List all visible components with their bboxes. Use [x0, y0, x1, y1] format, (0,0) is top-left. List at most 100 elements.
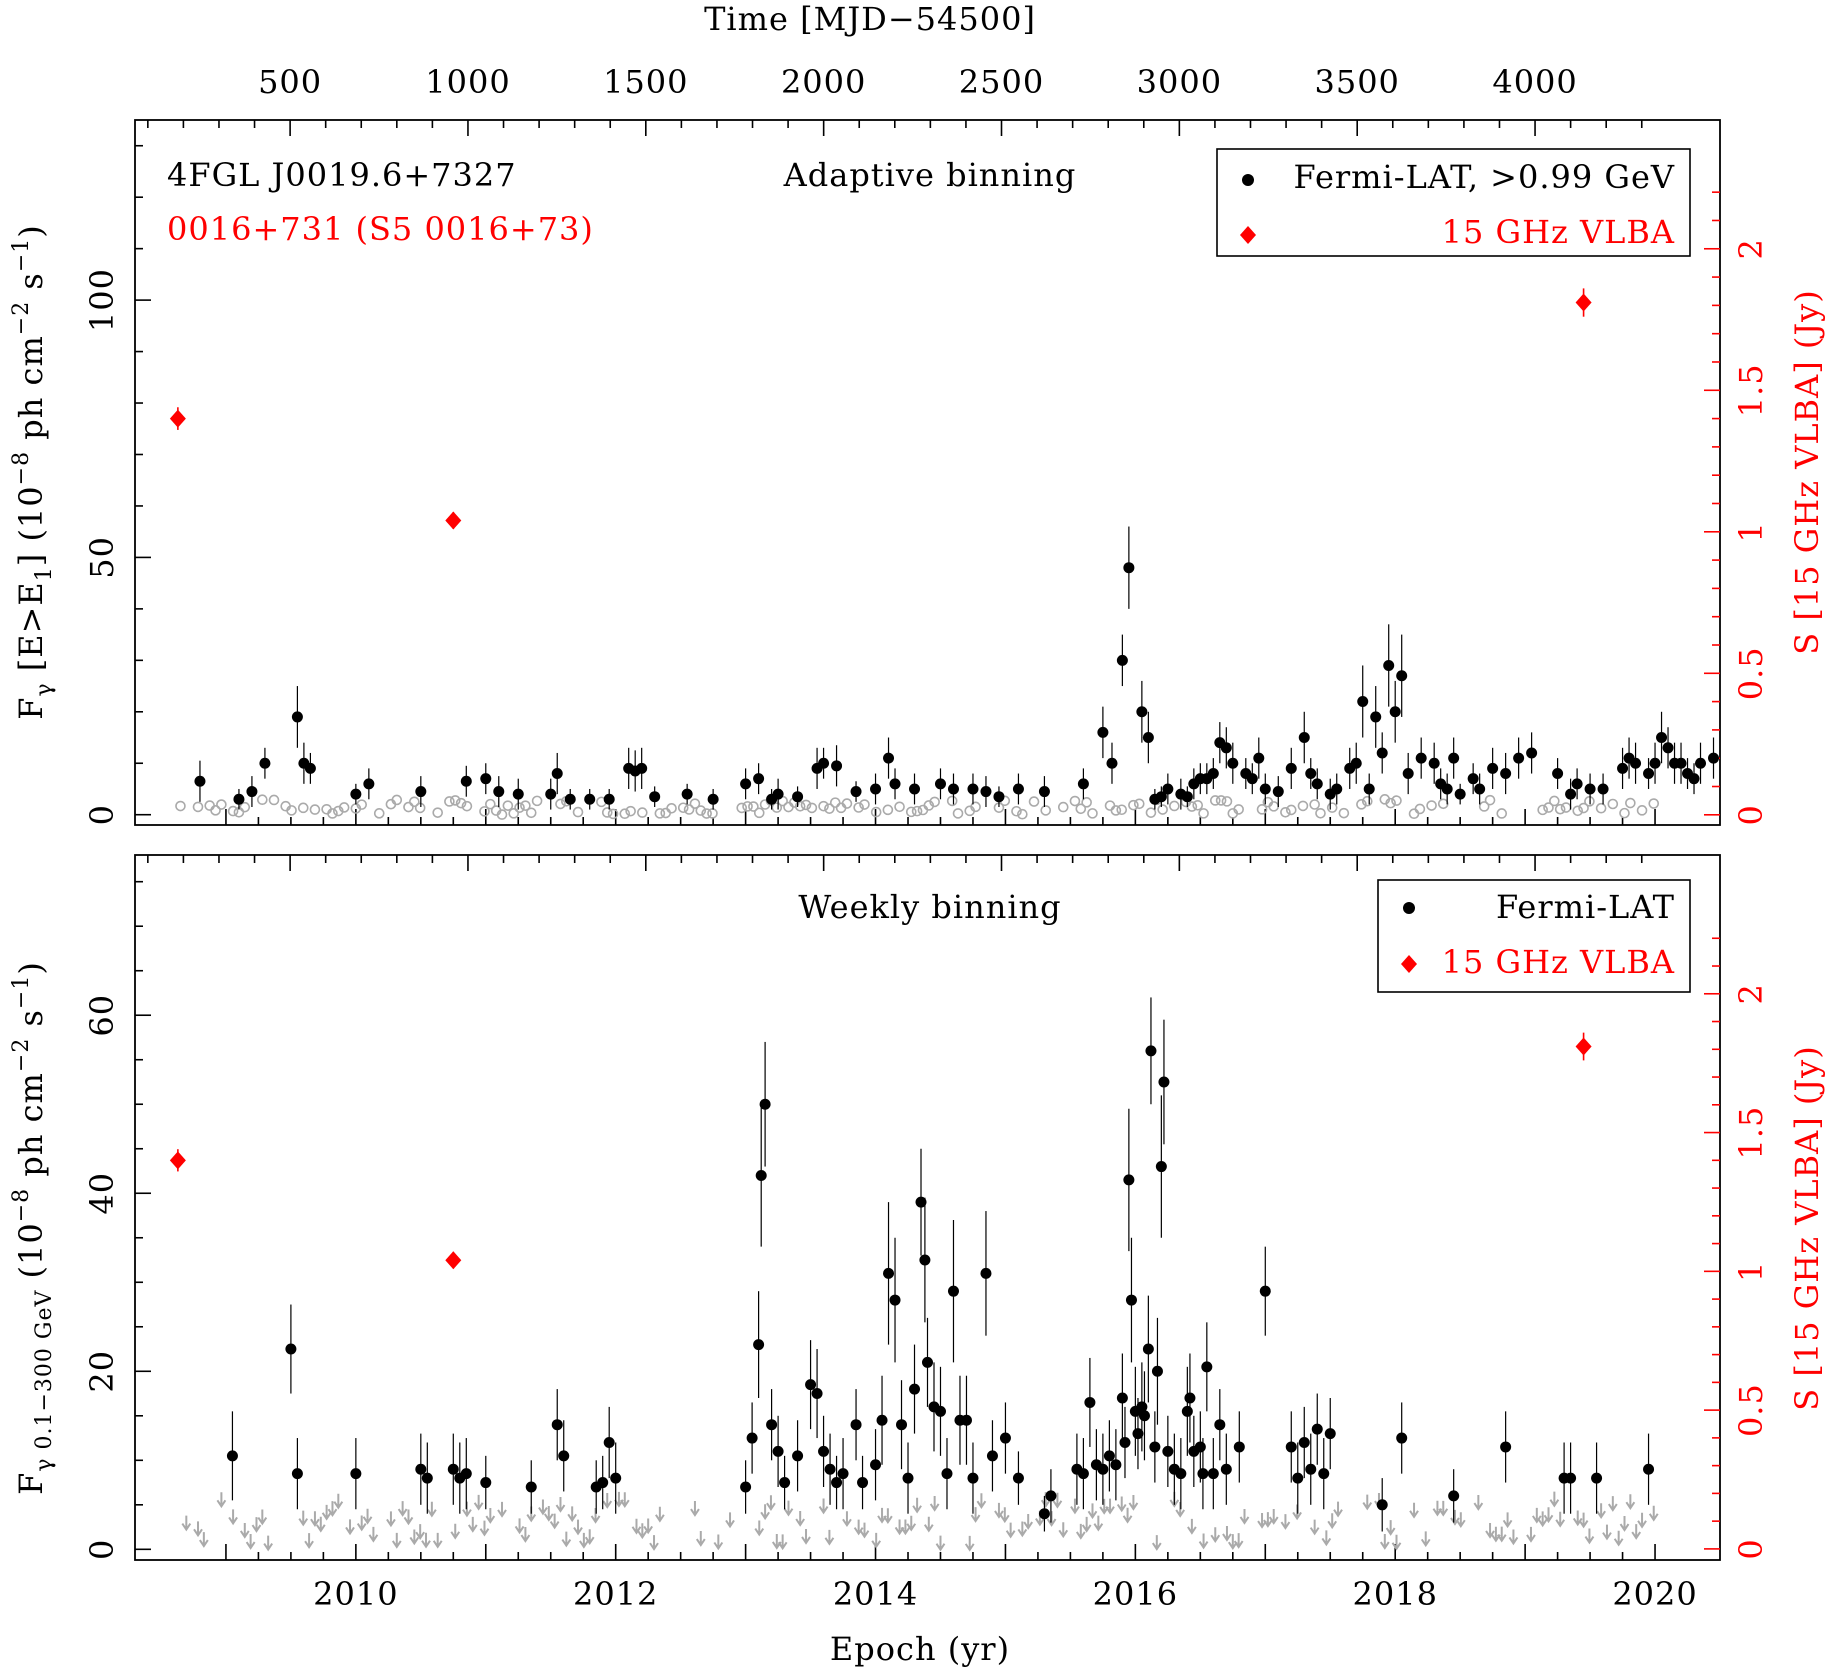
upper-limit-arrow [777, 1534, 788, 1551]
fermi-point [1695, 757, 1707, 769]
upper-limit-arrow [1081, 1516, 1092, 1533]
fermi-point [1298, 732, 1310, 744]
upper-limit-arrow [1362, 1494, 1373, 1511]
fermi-point [1454, 788, 1466, 800]
upper-limit-marker [707, 808, 718, 819]
fermi-point [919, 1254, 931, 1266]
upper-limit-arrow [695, 1531, 706, 1547]
upper-limit-marker [1110, 805, 1122, 816]
y-tick-label: 0 [83, 1539, 121, 1560]
fermi-point [1201, 1361, 1213, 1373]
fermi-point [1207, 1468, 1219, 1480]
upper-limit-arrow [1222, 1525, 1232, 1542]
fermi-point [1119, 1437, 1131, 1448]
fermi-point [1084, 1396, 1096, 1408]
upper-limit-marker [1285, 804, 1297, 816]
upper-limit-arrow [555, 1497, 566, 1513]
fermi-point [1565, 788, 1577, 800]
upper-limit-marker [666, 803, 677, 814]
upper-limit-marker [1157, 804, 1168, 815]
upper-limit-arrow [976, 1493, 987, 1509]
upper-limit-arrow [1420, 1531, 1431, 1548]
upper-limit-arrow [818, 1498, 829, 1515]
upper-limit-arrow [1099, 1498, 1110, 1515]
fermi-point [1012, 783, 1024, 795]
fermi-point [947, 783, 959, 795]
upper-limit-arrow [257, 1509, 268, 1526]
fermi-point [1220, 742, 1232, 754]
fermi-point [1123, 1174, 1135, 1186]
source-name: 4FGL J0019.6+7327 [167, 156, 517, 194]
x-tick-label: 2018 [1352, 1575, 1437, 1613]
legend-vlba-marker [1401, 955, 1417, 973]
fermi-point [753, 773, 765, 785]
upper-limit-arrow [391, 1532, 402, 1549]
upper-limit-marker [1326, 802, 1338, 813]
legend-vlba-label: 15 GHz VLBA [1442, 943, 1675, 981]
upper-limit-marker [1297, 800, 1309, 812]
upper-limit-arrow [1087, 1503, 1098, 1520]
bottom-panel-vlba-points [169, 1032, 1592, 1270]
fermi-point [564, 793, 576, 805]
upper-limit-arrow [356, 1515, 367, 1532]
fermi-point [1526, 747, 1538, 759]
upper-limit-marker [403, 801, 414, 813]
fermi-point [246, 786, 258, 798]
fermi-point [1155, 791, 1167, 803]
upper-limit-arrow [345, 1519, 355, 1536]
fermi-point [1643, 768, 1655, 780]
upper-limit-arrow [386, 1511, 396, 1528]
upper-limit-marker [1484, 794, 1496, 806]
upper-limit-marker [391, 794, 403, 806]
upper-limit-arrow [964, 1535, 975, 1552]
upper-limit-arrow [520, 1527, 531, 1543]
fermi-point [805, 1379, 817, 1391]
x-tick-label: 2020 [1612, 1575, 1697, 1613]
fermi-point [1474, 783, 1486, 795]
vlba-point [169, 409, 186, 428]
fermi-point [870, 1459, 882, 1471]
upper-limit-arrow [801, 1528, 811, 1545]
fermi-point [1318, 1468, 1330, 1480]
upper-limit-marker [1554, 803, 1566, 815]
fermi-point [850, 786, 862, 798]
top-legend: Fermi-LAT, >0.99 GeV 15 GHz VLBA [1216, 148, 1691, 257]
upper-limit-marker [1040, 805, 1052, 816]
upper-limit-marker [683, 804, 695, 815]
fermi-point [1142, 732, 1154, 744]
upper-limit-arrow [298, 1510, 309, 1527]
upper-limit-marker [1221, 796, 1233, 807]
fermi-point [421, 1472, 433, 1484]
fermi-point [415, 1463, 427, 1475]
upper-limit-marker [818, 800, 829, 812]
upper-limit-arrow [1198, 1533, 1209, 1550]
upper-limit-marker [619, 808, 631, 820]
upper-limit-arrow [590, 1507, 601, 1524]
top-right-y-axis-label: S [15 GHz VLBA] (Jy) [1788, 289, 1826, 654]
fermi-point [889, 778, 901, 790]
fermi-point [915, 1196, 927, 1208]
upper-limit-arrow [912, 1497, 922, 1514]
top-x-tick-label: 2500 [959, 63, 1044, 101]
fermi-point [493, 786, 505, 798]
fermi-point [1370, 711, 1382, 723]
top-panel-vlba-points [169, 288, 1592, 530]
fermi-point [226, 1450, 238, 1462]
fermi-point [837, 1468, 849, 1480]
upper-limit-arrow [467, 1516, 478, 1533]
fermi-point [1214, 1419, 1226, 1431]
upper-limit-marker [1625, 797, 1636, 809]
top-x-tick-label: 3500 [1314, 63, 1399, 101]
right-y-tick-label: 2 [1732, 983, 1770, 1004]
upper-limit-marker [502, 800, 514, 811]
upper-limit-arrow [602, 1493, 613, 1509]
upper-limit-arrow [1391, 1534, 1402, 1551]
upper-limit-arrow [771, 1533, 782, 1550]
upper-limit-arrow [1151, 1535, 1162, 1551]
bottom-panel: 0 20 40 60 0 0.5 1 1.5 2 Weekly binning Fermi-LA… [9, 854, 1826, 1561]
upper-limit-marker [660, 807, 672, 819]
upper-limit-arrow [462, 1501, 472, 1518]
fermi-point [755, 1169, 767, 1181]
fermi-point [753, 1339, 765, 1351]
fermi-point [1428, 757, 1440, 769]
